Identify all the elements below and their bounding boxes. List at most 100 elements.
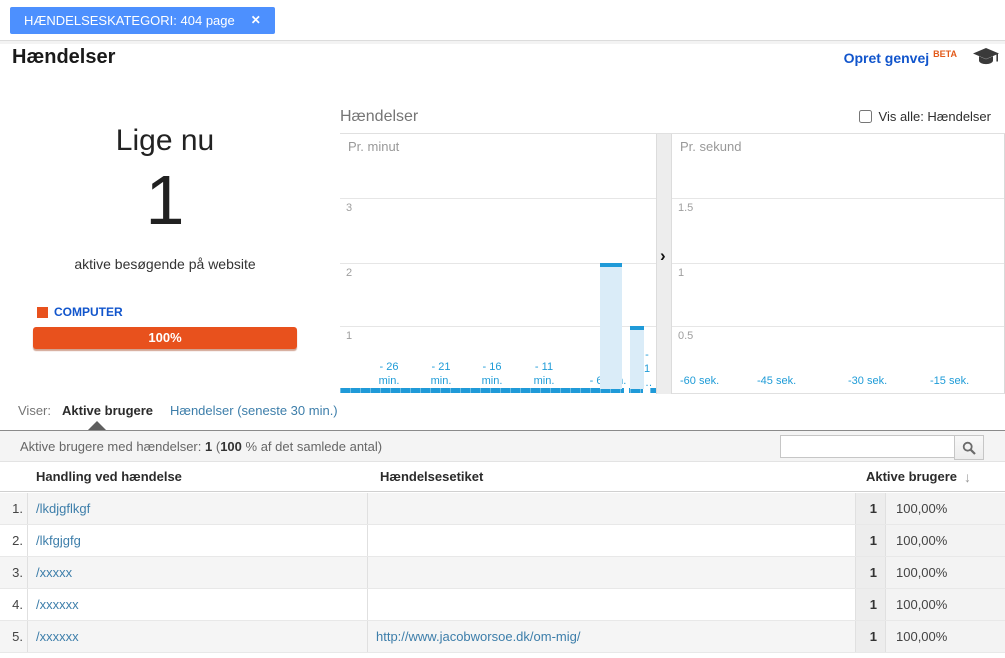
search-icon	[962, 441, 976, 455]
percent-cell: 100,00%	[885, 525, 1005, 556]
event-bar	[630, 326, 644, 389]
x-tick-label: -30 sek.	[848, 375, 888, 387]
active-users-cell: 1	[855, 621, 885, 652]
gridline	[672, 198, 1004, 199]
y-tick-label: 1	[678, 267, 685, 279]
column-header-users[interactable]: Aktive brugere	[865, 469, 957, 484]
event-action-link[interactable]: /lkdjgflkgf	[36, 501, 91, 516]
chart-divider[interactable]: ›	[656, 134, 672, 394]
y-tick-label: 1.5	[678, 202, 694, 214]
column-header-label[interactable]: Hændelsesetiket	[380, 469, 484, 484]
row-index: 5.	[0, 621, 28, 652]
active-tab-caret-icon	[88, 421, 106, 430]
x-tick-label: -15 sek.	[930, 375, 970, 387]
gridline	[340, 263, 656, 264]
per-minute-plot: Pr. minut 3 2 1 - 26 min. - 21 min. - 16 mi…	[340, 134, 656, 394]
device-percent-bar: 100%	[33, 327, 297, 349]
gridline	[672, 263, 1004, 264]
chart-header: Hændelser Vis alle: Hændelser	[340, 106, 1005, 134]
row-index: 2.	[0, 525, 28, 556]
x-tick-label: - 26 min.	[378, 361, 400, 387]
table-row: 5. /xxxxxx http://www.jacobworsoe.dk/om-…	[0, 621, 1005, 653]
active-visitors-count: 1	[145, 161, 185, 239]
x-tick-label: - 21 min.	[430, 361, 452, 387]
graduation-cap-icon[interactable]	[973, 48, 999, 72]
table-row: 2. /lkfgjgfg 1 100,00%	[0, 525, 1005, 557]
row-index: 3.	[0, 557, 28, 588]
column-header-action[interactable]: Handling ved hændelse	[36, 469, 182, 484]
page-title: Hændelser	[12, 46, 116, 68]
percent-cell: 100,00%	[885, 557, 1005, 588]
percent-cell: 100,00%	[885, 621, 1005, 652]
row-index: 4.	[0, 589, 28, 620]
create-shortcut-link[interactable]: Opret genvej	[843, 50, 930, 66]
show-all-checkbox[interactable]	[858, 110, 872, 123]
table-row: 3. /xxxxx 1 100,00%	[0, 557, 1005, 589]
event-bar	[600, 263, 622, 389]
close-icon[interactable]: ✕	[250, 13, 261, 27]
x-tick-label: -60 sek.	[680, 375, 720, 387]
event-action-link[interactable]: /xxxxxx	[36, 597, 79, 612]
beta-badge: BETA	[933, 49, 957, 59]
filter-tag-label: HÆNDELSESKATEGORI: 404 page	[24, 13, 235, 28]
gridline	[340, 326, 656, 327]
search-input[interactable]	[780, 435, 958, 458]
right-now-heading: Lige nu	[115, 124, 215, 157]
gridline	[340, 198, 656, 199]
event-label-cell	[368, 525, 855, 556]
tab-active-users[interactable]: Aktive brugere	[62, 403, 154, 418]
show-all-label: Vis alle: Hændelser	[878, 109, 991, 124]
legend-swatch-icon	[37, 306, 48, 318]
active-users-cell: 1	[855, 525, 885, 556]
axis-gap	[643, 388, 650, 393]
row-index: 1.	[0, 493, 28, 524]
device-legend: COMPUTER	[37, 305, 123, 319]
y-tick-label: 2	[346, 267, 353, 279]
percent-cell: 100,00%	[885, 589, 1005, 620]
per-minute-label: Pr. minut	[348, 139, 400, 154]
chevron-right-icon[interactable]: ›	[660, 246, 666, 265]
table-toolbar: Aktive brugere med hændelser: 1 (100 % a…	[0, 430, 1005, 462]
summary-count: 1	[205, 439, 213, 454]
shortcut-row: Opret genvej BETA	[843, 48, 999, 74]
sort-descending-icon[interactable]: ↓	[964, 469, 971, 485]
event-action-link[interactable]: /lkfgjgfg	[36, 533, 81, 548]
table-summary: Aktive brugere med hændelser: 1 (100 % a…	[20, 439, 383, 454]
summary-percent: 100	[220, 439, 242, 454]
x-tick-label: - 16 min.	[481, 361, 503, 387]
event-label-link[interactable]: http://www.jacobworsoe.dk/om-mig/	[376, 629, 581, 644]
x-tick-label: -45 sek.	[757, 375, 797, 387]
view-switcher-label: Viser:	[18, 403, 51, 418]
table-header-row: Handling ved hændelse Hændelsesetiket Ak…	[0, 462, 1005, 492]
event-action-link[interactable]: /xxxxx	[36, 565, 73, 580]
per-second-plot: Pr. sekund 1.5 1 0.5 -60 sek. -45 sek. -…	[672, 134, 1005, 394]
x-tick-label: - 11 min.	[533, 361, 555, 387]
show-all-toggle[interactable]: Vis alle: Hændelser	[858, 109, 991, 124]
event-label-cell	[368, 557, 855, 588]
table-row: 1. /lkdjgflkgf 1 100,00%	[0, 493, 1005, 525]
active-users-cell: 1	[855, 589, 885, 620]
gridline	[672, 326, 1004, 327]
active-users-cell: 1	[855, 493, 885, 524]
percent-cell: 100,00%	[885, 493, 1005, 524]
chart-title: Hændelser	[340, 108, 419, 125]
x-tick-label-clipped: - 1 …	[641, 349, 653, 389]
time-axis	[340, 388, 656, 393]
event-category-filter-tag[interactable]: HÆNDELSESKATEGORI: 404 page ✕	[10, 7, 275, 34]
active-users-cell: 1	[855, 557, 885, 588]
event-label-cell	[368, 589, 855, 620]
table-row: 4. /xxxxxx 1 100,00%	[0, 589, 1005, 621]
active-visitors-subtitle: aktive besøgende på website	[74, 256, 256, 272]
y-tick-label: 3	[346, 202, 353, 214]
event-label-cell	[368, 493, 855, 524]
search-button[interactable]	[954, 435, 984, 460]
axis-gap	[624, 388, 629, 393]
per-second-label: Pr. sekund	[680, 139, 742, 154]
tab-events-30min[interactable]: Hændelser (seneste 30 min.)	[170, 403, 338, 418]
y-tick-label: 1	[346, 330, 353, 342]
legend-label[interactable]: COMPUTER	[54, 305, 123, 319]
y-tick-label: 0.5	[678, 330, 694, 342]
event-action-link[interactable]: /xxxxxx	[36, 629, 79, 644]
filter-bar: HÆNDELSESKATEGORI: 404 page ✕	[0, 0, 1005, 41]
